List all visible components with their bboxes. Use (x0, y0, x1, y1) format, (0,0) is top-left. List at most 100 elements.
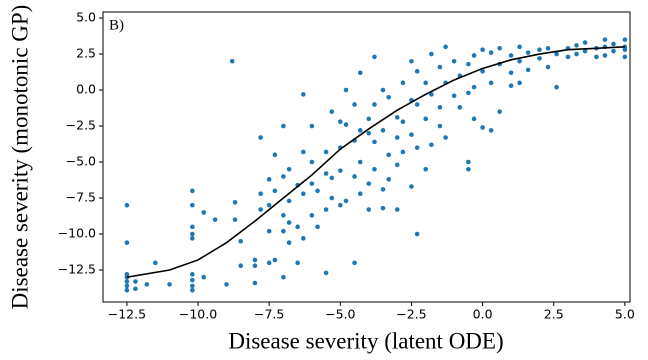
data-point (451, 93, 457, 99)
data-point (466, 166, 471, 172)
data-point (133, 286, 138, 292)
data-point (400, 149, 406, 155)
data-point (366, 130, 372, 136)
data-point (266, 260, 272, 266)
data-point (266, 177, 272, 182)
data-point (323, 270, 329, 276)
data-point (400, 119, 406, 125)
data-point (281, 174, 286, 179)
data-point (565, 54, 571, 60)
data-point (309, 159, 315, 165)
data-point (232, 200, 238, 205)
y-tick-label: −2.5 (66, 118, 96, 133)
data-point (394, 207, 400, 212)
data-point (380, 187, 386, 192)
data-point (343, 87, 349, 93)
x-tick-label: −12.5 (108, 307, 146, 322)
data-point (212, 217, 218, 222)
data-point (190, 224, 195, 230)
data-point (508, 83, 514, 89)
y-tick-label: −12.5 (58, 262, 96, 277)
data-point (281, 123, 286, 129)
data-point (366, 207, 372, 212)
data-point (409, 132, 414, 137)
data-point (414, 69, 420, 74)
data-point (423, 166, 428, 172)
data-point (329, 195, 335, 201)
data-point (545, 64, 551, 70)
data-point (124, 287, 130, 293)
data-point (554, 51, 559, 57)
data-point (414, 145, 420, 150)
data-point (357, 70, 363, 76)
x-tick-label: 5.0 (615, 307, 635, 322)
data-point (309, 181, 315, 186)
x-tick-label: −2.5 (396, 307, 426, 322)
data-point (124, 240, 130, 245)
data-point (258, 191, 263, 197)
data-point (301, 92, 306, 97)
data-point (537, 56, 542, 61)
data-point (343, 122, 349, 127)
data-point (488, 50, 494, 55)
data-point (357, 128, 363, 133)
data-point (153, 260, 158, 266)
data-point (508, 53, 514, 58)
data-point (315, 224, 320, 230)
data-point (386, 94, 391, 100)
data-point (622, 47, 628, 53)
x-axis-label: Disease severity (latent ODE) (228, 328, 503, 353)
data-point (372, 139, 377, 145)
data-point (582, 48, 588, 54)
data-point (400, 80, 406, 86)
data-point (611, 48, 616, 54)
data-point (286, 240, 292, 245)
data-point (238, 263, 244, 269)
y-tick-label: −10.0 (58, 226, 96, 241)
data-point (611, 41, 616, 47)
data-point (301, 191, 306, 197)
data-point (315, 188, 320, 194)
data-point (471, 84, 477, 90)
data-point (301, 236, 306, 241)
data-point (480, 125, 485, 130)
data-point (443, 44, 448, 50)
data-point (574, 51, 579, 57)
y-axis-label: Disease severity (monotonic GP) (7, 5, 32, 310)
data-point (286, 198, 292, 204)
data-point (266, 228, 272, 234)
data-point (272, 188, 278, 194)
x-tick-label: 2.5 (544, 307, 564, 322)
data-point (471, 53, 477, 58)
data-point (190, 277, 195, 283)
data-point (480, 69, 485, 74)
data-point (338, 202, 343, 208)
data-point (190, 287, 195, 293)
data-point (517, 58, 522, 64)
x-tick-label: 0.0 (473, 307, 493, 322)
data-point (258, 135, 263, 140)
data-point (394, 115, 400, 120)
data-point (386, 152, 391, 158)
data-point (466, 90, 471, 96)
data-point (133, 279, 138, 284)
data-point (497, 109, 502, 114)
data-point (201, 274, 207, 280)
fit-curve (126, 46, 625, 279)
data-point (517, 80, 522, 86)
data-point (372, 54, 377, 60)
y-tick-label: −5.0 (66, 154, 96, 169)
data-point (352, 102, 357, 107)
data-point (471, 116, 477, 122)
data-point (386, 177, 391, 182)
data-point (323, 207, 329, 212)
data-point (190, 202, 195, 208)
data-point (323, 171, 329, 176)
data-point (429, 142, 434, 148)
data-point (190, 272, 195, 277)
data-point (329, 109, 335, 114)
data-point (124, 283, 130, 289)
data-point (281, 274, 286, 280)
data-point (252, 280, 258, 286)
